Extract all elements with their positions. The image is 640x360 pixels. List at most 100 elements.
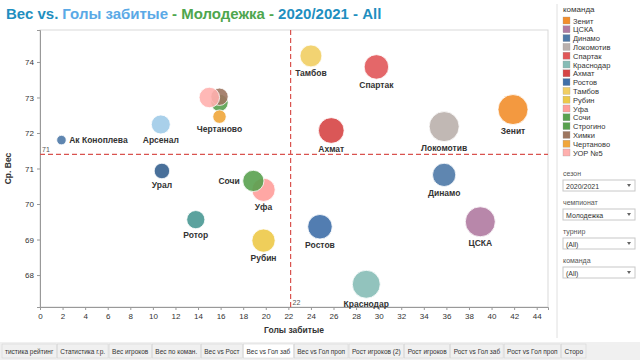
filter-value: 2020/2021 [566,183,599,190]
y-tick-mark [37,62,40,63]
legend-entry[interactable]: Строгино [563,122,605,131]
x-tick-label: 28 [352,312,361,321]
x-tick-label: 30 [375,312,384,321]
sheet-tab[interactable]: Статистика г.р. [57,344,108,358]
legend-label: ЦСКА [573,25,593,34]
x-tick: 42 [510,307,519,321]
tab-label: Рост vs Гол проп [507,348,558,356]
sheet-tab[interactable]: тистика рейтинг [2,344,56,358]
sheet-tab[interactable]: Вес vs Гол заб [243,344,293,358]
filter-box [563,238,635,249]
legend-entry[interactable]: ЦСКА [563,25,593,34]
sheet-tab[interactable]: Рост vs Гол заб [451,344,503,358]
x-tick-mark [401,307,402,310]
x-tick: 38 [465,307,474,321]
legend-label: Чертаново [573,140,610,149]
x-tick-label: 24 [307,312,316,321]
tab-label: Рост игроков [408,348,447,356]
legend-label: УОР №5 [573,149,603,158]
legend-swatch [563,114,570,121]
tab-box [562,344,586,358]
y-tick: 68 [25,271,40,280]
y-tick-label: 72 [25,129,34,138]
legend-label: Спартак [573,52,602,61]
legend-swatch [563,52,570,59]
x-tick: 36 [442,307,451,321]
x-tick-label: 36 [442,312,451,321]
x-tick-mark [537,307,538,310]
sheet-tab[interactable]: Вес по коман. [152,344,200,358]
legend-entry[interactable]: Уфа [563,105,589,114]
y-tick: 70 [25,200,40,209]
legend-entry[interactable]: Краснодар [563,61,610,70]
sheet-tab[interactable]: Рост игроков (2) [349,344,404,358]
x-tick: 26 [330,307,339,321]
y-tick-label: 68 [25,271,34,280]
x-tick: 20 [262,307,271,321]
legend-swatch [563,17,570,24]
legend-swatch [563,26,570,33]
filter-dropdown[interactable]: (All) [563,238,635,249]
legend-label: Сочи [573,113,591,122]
x-tick-label: 6 [106,312,111,321]
point-label: Спартак [359,80,394,90]
x-tick-mark [514,307,515,310]
reference-line-x [290,30,291,307]
filter-dropdown[interactable]: Молодежка [563,209,635,220]
bubble [154,163,169,178]
x-tick: 32 [397,307,406,321]
point-label: Ротор [183,230,208,240]
bubble [433,163,456,186]
legend-label: Рубин [573,96,594,105]
tab-label: Сторо [565,348,584,356]
sheet-tab[interactable]: Рост vs Гол проп [504,344,560,358]
point-label: Краснодар [344,299,389,309]
x-tick-mark [492,307,493,310]
bubble [352,270,380,298]
legend-entry[interactable]: УОР №5 [563,149,603,158]
legend-title: команда [563,5,595,14]
legend-swatch [563,70,570,77]
sheet-tab[interactable]: Сторо [562,344,586,358]
tab-box [243,344,293,358]
legend-entry[interactable]: Сочи [563,113,591,122]
legend-entry[interactable]: Рубин [563,96,594,105]
x-tick-mark [243,307,244,310]
legend-entry[interactable]: Ростов [563,78,597,87]
legend-swatch [563,61,570,68]
legend-entry[interactable]: Тамбов [563,87,599,96]
x-tick: 24 [307,307,316,321]
filter-label: команда [563,257,591,265]
legend-entry[interactable]: Чертаново [563,140,610,149]
plot-frame [40,30,548,307]
x-tick-label: 42 [510,312,519,321]
legend-label: Динамо [573,34,600,43]
sheet-tab[interactable]: Вес игроков [109,344,151,358]
x-tick-mark [424,307,425,310]
legend-entry[interactable]: Химки [563,131,595,140]
filter-dropdown[interactable]: 2020/2021 [563,180,635,191]
y-axis: 68697071727374 [25,31,40,308]
legend-entry[interactable]: Динамо [563,34,600,43]
sheet-tab[interactable]: Вес vs Гол проп [294,344,348,358]
sheet-tab[interactable]: Рост игроков [405,344,450,358]
tab-label: Статистика г.р. [60,348,105,356]
filter-dropdown[interactable]: (All) [563,267,635,278]
y-tick-mark [37,169,40,170]
x-tick-mark [446,307,447,310]
tab-strip [0,342,640,360]
legend-entry[interactable]: Зенит [563,17,594,26]
filter-box [563,209,635,220]
x-tick-label: 2 [61,312,66,321]
x-tick: 14 [194,307,203,321]
legend-entry[interactable]: Локомотив [563,43,610,52]
legend-entry[interactable]: Спартак [563,52,602,61]
y-tick-mark [37,204,40,205]
y-tick: 73 [25,94,40,103]
bubble [151,115,170,134]
legend-entry[interactable]: Ахмат [563,69,595,78]
y-axis-line [37,31,41,308]
sheet-tab[interactable]: Вес vs Рост [201,344,242,358]
x-tick-mark [266,307,267,310]
point-label: Сочи [218,176,239,186]
